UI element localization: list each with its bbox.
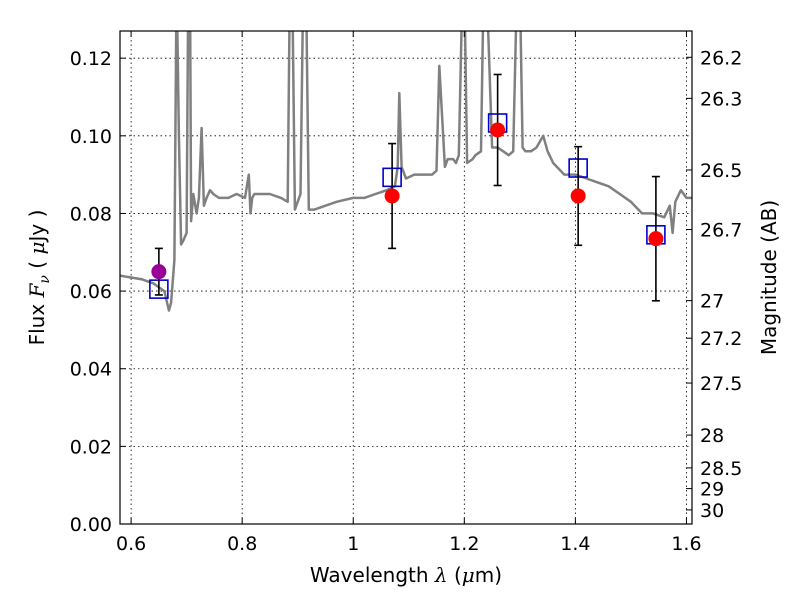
x-tick-label: 1.6 — [671, 533, 701, 555]
x-axis-label-part: m) — [475, 563, 502, 587]
x-tick-label: 1.4 — [560, 533, 590, 555]
observed-point — [648, 231, 664, 247]
y-axis-label: Flux Fν ( μJy ) — [25, 210, 53, 346]
observed-point — [384, 188, 400, 204]
x-axis-label-part: ( — [448, 563, 462, 587]
mag-tick-label: 30 — [700, 500, 724, 522]
mag-tick-label: 26.7 — [700, 220, 742, 242]
mag-tick-label: 28.5 — [700, 458, 742, 480]
y-axis-label-part: ν — [37, 275, 53, 284]
mag-tick-label: 26.2 — [700, 47, 742, 69]
x-tick-label: 1.2 — [449, 533, 479, 555]
mag-tick-label: 29 — [700, 479, 724, 501]
x-tick-label: 0.6 — [116, 533, 146, 555]
y-axis-label-part: Jy ) — [25, 210, 49, 244]
y-tick-label: 0.00 — [70, 514, 112, 536]
x-axis-label-part: μ — [462, 563, 475, 587]
y-tick-label: 0.12 — [70, 48, 112, 70]
y-tick-label: 0.04 — [70, 359, 112, 381]
observed-point — [570, 188, 586, 204]
y-axis-label-part: μ — [25, 242, 49, 255]
right-axis-label: Magnitude (AB) — [757, 200, 781, 355]
y-tick-label: 0.02 — [70, 436, 112, 458]
y-tick-label: 0.08 — [70, 203, 112, 225]
x-axis-label-part: λ — [434, 563, 448, 587]
mag-tick-label: 27.2 — [700, 328, 742, 350]
y-axis-label-part: F — [25, 282, 49, 298]
data-points-layer — [149, 73, 666, 302]
y-axis-label-part: ( — [25, 255, 49, 276]
observed-point — [490, 122, 506, 138]
mag-tick-label: 26.3 — [700, 88, 742, 110]
axis-ticks: 0.6 0.8 1 1.2 1.4 1.6 0.00 0.02 0.04 0.06 0.08 0.10… — [70, 31, 742, 555]
x-tick-label: 0.8 — [227, 533, 257, 555]
observed-point — [151, 264, 167, 280]
grid — [120, 31, 692, 525]
x-axis-label-part: Wavelength — [310, 563, 435, 587]
model-spectrum-layer — [120, 31, 692, 312]
plot-frame — [119, 30, 693, 525]
mag-tick-label: 26.5 — [700, 160, 742, 182]
y-tick-label: 0.06 — [70, 281, 112, 303]
mag-tick-label: 28 — [700, 425, 724, 447]
x-tick-label: 1 — [347, 533, 359, 555]
mag-tick-label: 27 — [700, 291, 724, 313]
model-spectrum-line — [120, 31, 692, 312]
y-axis-label-part: Flux — [25, 297, 49, 345]
mag-tick-label: 27.5 — [700, 373, 742, 395]
x-axis-label: Wavelength λ (μm) — [310, 563, 502, 587]
y-tick-label: 0.10 — [70, 126, 112, 148]
